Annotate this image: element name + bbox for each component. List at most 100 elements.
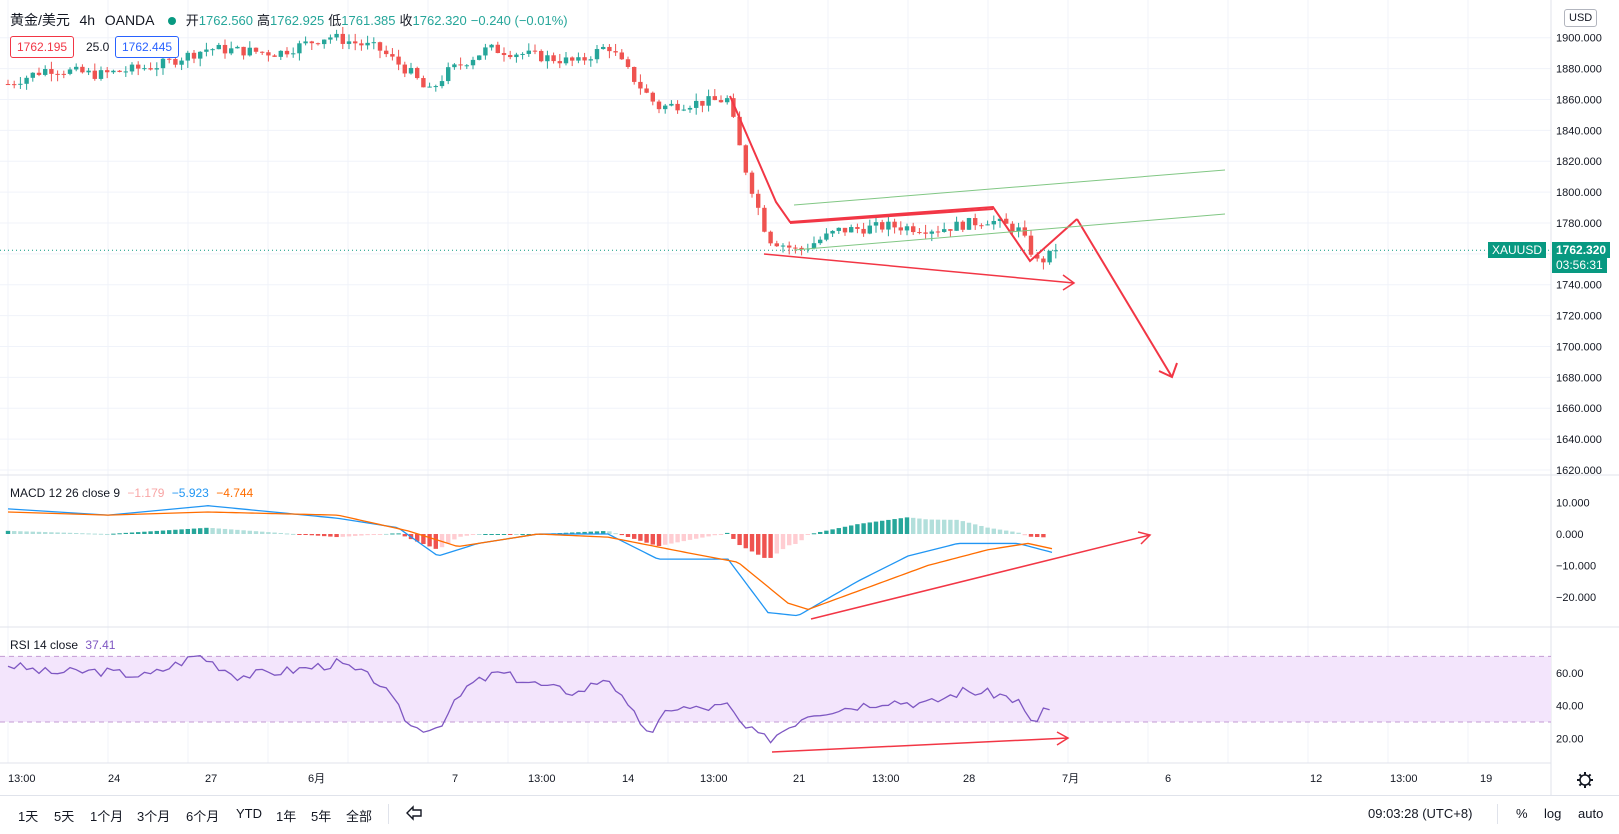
range-1y-button[interactable]: 1年 [276,809,297,824]
candle-body [545,55,550,62]
drawn-zigzag-projection[interactable] [729,95,1078,263]
drawn-macd-divergence-arrow[interactable] [810,534,1151,620]
buy-price-button[interactable]: 1762.445 [115,36,180,58]
macd-hist-bar [991,528,996,534]
channel-upper-line[interactable] [793,169,1226,206]
candle-body [508,55,513,58]
macd-title[interactable]: MACD 12 26 close 9 [10,486,121,500]
candle-body [12,84,17,86]
macd-hist-bar [464,534,469,536]
macd-hist-bar [67,532,73,534]
macd-tick-label: 0.000 [1556,529,1584,541]
candle-body [737,116,742,146]
range-ytd-button[interactable]: YTD [236,806,262,821]
rsi-band [0,656,1551,722]
open-value: 1762.560 [198,13,254,28]
macd-hist-bar [483,534,488,535]
currency-button[interactable]: USD [1564,9,1598,27]
price-tick-label: 1780.000 [1556,218,1602,230]
candle-body [731,98,736,117]
macd-hist-bar [681,534,686,542]
macd-hist-bar [818,531,823,534]
macd-hist-bar [756,534,761,555]
percent-scale-button[interactable]: % [1516,806,1528,821]
time-tick-label: 12 [1310,773,1322,785]
candle-body [1004,218,1009,224]
macd-hist-bar [1035,534,1040,538]
candle-body [669,103,674,106]
macd-hist-bar [204,527,209,534]
candle-body [923,232,928,234]
rsi-title[interactable]: RSI 14 close [10,638,79,652]
gear-icon[interactable] [1577,772,1593,788]
candle-body [997,218,1003,221]
goto-date-icon[interactable] [405,804,423,827]
price-tick-label: 1860.000 [1556,94,1602,106]
macd-hist-bar [768,534,773,558]
macd-hist-bar [191,528,197,534]
auto-scale-button[interactable]: auto [1578,806,1604,821]
macd-hist-bar [799,534,804,541]
macd-hist-bar [222,528,228,534]
candle-body [1035,254,1040,259]
candle-body [563,57,569,64]
macd-hist-bar [718,534,724,535]
drawn-macd-arrow-head[interactable] [1137,531,1152,545]
macd-hist-bar [687,534,693,540]
time-tick-label: 24 [108,773,120,785]
range-3m-button[interactable]: 3个月 [137,809,171,824]
macd-hist-bar [154,530,159,534]
macd-hist-bar [960,521,965,534]
candle-body [384,50,389,55]
macd-hist-bar [1028,534,1034,537]
candle-body [340,33,345,44]
toolbar-divider [388,804,389,824]
drawn-down-arrow-line[interactable] [1076,218,1173,378]
macd-hist-bar [49,532,54,534]
channel-lower-line[interactable] [793,213,1226,251]
macd-hist-bar [117,533,122,535]
user-drawings[interactable] [729,95,1226,753]
macd-hist-bar [446,534,451,544]
macd-hist-bar [1041,534,1046,538]
sell-price-button[interactable]: 1762.195 [10,36,75,58]
last-price-tag: 1762.320 [1552,242,1611,259]
macd-hist-bar [570,532,575,534]
drawn-price-arrow-head[interactable] [1062,274,1076,291]
candle-body [948,229,953,231]
macd-hist-bar [576,532,581,534]
macd-hist-bar [737,534,742,546]
macd-hist-bar [867,522,872,534]
drawn-rsi-divergence-arrow[interactable] [771,737,1069,753]
range-1m-button[interactable]: 1个月 [90,809,124,824]
drawn-flag-line[interactable] [789,208,994,224]
range-all-button[interactable]: 全部 [346,809,373,824]
candle-body [315,43,321,45]
macd-hist-bar [371,534,376,535]
macd-hist-bar [36,531,42,534]
drawn-rsi-arrow-head[interactable] [1056,731,1070,746]
macd-hist-bar [997,529,1003,534]
candle-body [30,72,35,78]
clock-timezone[interactable]: 09:03:28 (UTC+8) [1368,806,1473,821]
interval-label[interactable]: 4h [79,12,96,28]
macd-hist-bar [625,534,631,537]
macd-hist-bar [198,528,203,534]
macd-hist-bar [421,534,426,544]
candle-body [111,70,116,73]
range-6m-button[interactable]: 6个月 [186,809,220,824]
range-5d-button[interactable]: 5天 [54,809,75,824]
candle-body [105,70,110,73]
macd-hist-bar [390,533,395,535]
range-1d-button[interactable]: 1天 [18,809,39,824]
range-5y-button[interactable]: 5年 [311,809,332,824]
candle-body [1016,227,1021,232]
drawn-price-lower-low-arrow[interactable] [763,253,1075,284]
drawn-down-arrow-head[interactable] [1158,362,1178,379]
log-scale-button[interactable]: log [1544,806,1562,821]
candle-body [526,50,531,54]
symbol-title[interactable]: 黄金/美元 [10,12,70,28]
candle-body [619,52,624,60]
